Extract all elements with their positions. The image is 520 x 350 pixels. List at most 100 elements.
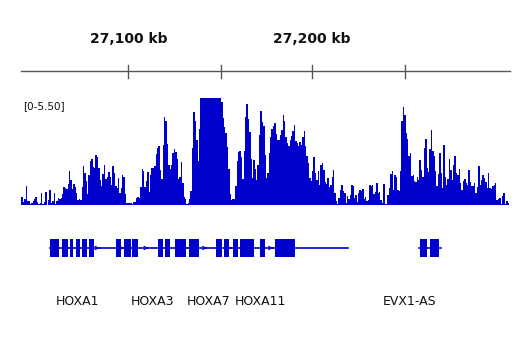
Bar [174,149,175,205]
Bar [101,186,102,205]
Text: [0-5.50]: [0-5.50] [23,101,65,111]
Text: HOXA7: HOXA7 [187,295,231,308]
Bar [190,190,192,205]
Bar [218,98,220,205]
Bar [412,175,414,205]
Bar [493,185,495,205]
Bar [249,133,251,205]
Bar [481,180,483,205]
Bar [431,130,432,205]
Bar [245,117,246,205]
Bar [193,112,194,205]
Bar [301,145,302,205]
Bar [281,130,283,205]
Bar [198,161,199,205]
Bar [280,135,281,205]
Bar [470,182,471,205]
Bar [182,183,184,205]
Bar [359,190,361,205]
Bar [418,180,420,205]
Bar [261,239,265,257]
Bar [267,173,269,205]
Bar [20,204,21,205]
Bar [163,145,164,205]
Bar [386,204,387,205]
Bar [252,178,253,205]
Bar [420,239,427,257]
Bar [291,136,292,205]
Text: HOXA11: HOXA11 [235,295,286,308]
Bar [506,201,508,205]
Bar [232,198,234,205]
Bar [137,197,139,205]
Bar [217,98,218,205]
Bar [21,197,23,205]
Bar [445,177,446,205]
Bar [253,160,255,205]
Bar [333,170,334,205]
Bar [415,182,417,205]
Bar [361,191,362,205]
Bar [398,191,400,205]
Bar [483,175,484,205]
Bar [214,98,216,205]
Bar [334,193,336,205]
Bar [60,198,62,205]
Bar [435,172,436,205]
Bar [344,193,345,205]
Bar [464,179,465,205]
Bar [392,172,393,205]
Bar [114,173,115,205]
Bar [54,193,55,205]
Bar [35,197,37,205]
Bar [439,153,440,205]
Text: HOXA1: HOXA1 [55,295,99,308]
Bar [496,200,498,205]
Bar [339,198,340,205]
Bar [45,192,47,205]
Bar [373,194,375,205]
Bar [189,239,199,257]
Bar [121,188,122,205]
Bar [126,203,128,205]
Bar [80,200,82,205]
Bar [24,198,25,205]
Bar [329,187,330,205]
Bar [127,203,129,205]
Bar [471,186,473,205]
Bar [185,199,186,205]
Bar [347,196,348,205]
Bar [271,130,273,205]
Bar [246,104,248,205]
Bar [184,197,185,205]
Bar [238,152,239,205]
Bar [203,98,204,205]
Bar [489,188,491,205]
Bar [204,98,206,205]
Bar [308,162,309,205]
Bar [160,170,161,205]
Bar [421,170,422,205]
Bar [175,152,177,205]
Bar [132,204,133,205]
Bar [90,161,92,205]
Bar [167,144,168,205]
Bar [94,168,96,205]
Bar [353,186,354,205]
Bar [407,139,408,205]
Bar [295,141,296,205]
Bar [240,239,254,257]
Bar [500,204,502,205]
Bar [199,129,200,205]
Bar [102,174,104,205]
Bar [276,134,277,205]
Bar [422,177,424,205]
Bar [298,146,300,205]
Bar [154,166,155,205]
Bar [256,180,257,205]
Bar [234,198,235,205]
Bar [237,161,238,205]
Bar [420,160,421,205]
Bar [322,163,323,205]
Bar [31,203,33,205]
